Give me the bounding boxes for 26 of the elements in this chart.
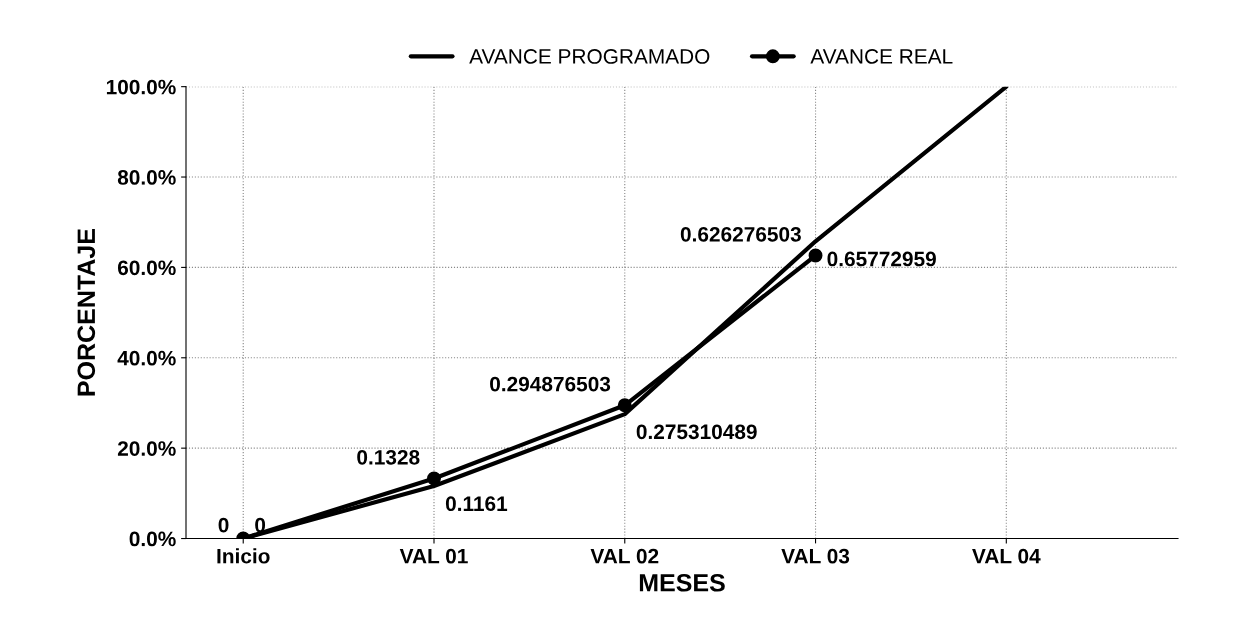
point <box>617 398 632 413</box>
data-label: 0.1161 <box>445 496 508 512</box>
x-tick-label: VAL 01 <box>399 548 468 564</box>
data-label: 0 <box>255 517 266 533</box>
x-tick-label: Inicio <box>217 548 270 564</box>
data-label: 0 <box>218 517 229 533</box>
y-axis-title: PORCENTAJE <box>77 229 96 396</box>
x-tick-label: VAL 02 <box>590 548 659 564</box>
y-tick-label: 60.0% <box>117 260 176 276</box>
y-tick-label: 100.0% <box>106 79 176 95</box>
point <box>427 471 441 486</box>
x-tick-label: VAL 03 <box>781 548 850 564</box>
x-axis-title: MESES <box>639 573 725 592</box>
y-tick-label: 0.0% <box>129 531 176 547</box>
x-tick-label: VAL 04 <box>972 548 1041 564</box>
data-label: 0.275310489 <box>636 424 757 440</box>
point <box>808 248 823 263</box>
data-label: 0.1328 <box>357 449 420 465</box>
data-label: 0.65772959 <box>827 251 936 267</box>
y-tick-label: 40.0% <box>117 350 176 366</box>
y-tick-label: 80.0% <box>117 170 176 185</box>
legend-label: AVANCE REAL <box>810 49 953 64</box>
data-label: 0.294876503 <box>490 376 611 392</box>
data-label: 0.626276503 <box>680 226 801 242</box>
legend-label: AVANCE PROGRAMADO <box>469 49 710 64</box>
y-tick-label: 20.0% <box>117 441 176 456</box>
